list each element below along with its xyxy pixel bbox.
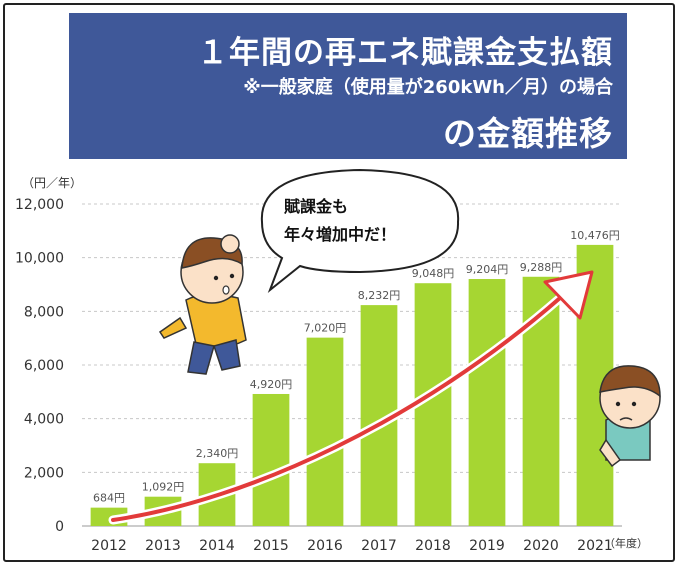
data-label-2013: 1,092円 (142, 481, 185, 494)
x-tick-label: 2017 (361, 538, 397, 554)
data-labels: 684円 1,092円 2,340円 4,920円 7,020円 8,232円 9,048円… (93, 229, 620, 505)
peeking-person-icon (599, 365, 661, 468)
title-line-3: の金額推移 (443, 114, 613, 153)
surprised-person-icon (158, 234, 247, 375)
bar-2015 (252, 393, 290, 526)
speech-bubble: 賦課金も 年々増加中だ！ (260, 168, 460, 294)
data-label-2012: 684円 (93, 492, 125, 505)
data-label-2015: 4,920円 (250, 378, 293, 391)
x-tick-label: 2014 (199, 538, 235, 554)
data-label-2016: 7,020円 (304, 322, 347, 335)
x-tick-label: 2018 (415, 538, 451, 554)
bar-2016 (306, 337, 344, 526)
y-tick-label: 8,000 (24, 304, 64, 320)
data-label-2021: 10,476円 (570, 229, 620, 242)
x-tick-label: 2021 (577, 538, 613, 554)
x-tick-label: 2019 (469, 538, 505, 554)
y-axis-unit-label: （円／年） (22, 176, 83, 190)
x-tick-label: 2016 (307, 538, 343, 554)
y-tick-label: 4,000 (24, 412, 64, 428)
bars (90, 244, 614, 527)
title-line-1: １年間の再エネ賦課金支払額 (197, 35, 613, 71)
speech-bubble-line-2: 年々増加中だ！ (284, 225, 396, 244)
y-tick-label: 12,000 (15, 197, 64, 213)
title-banner: １年間の再エネ賦課金支払額 ※一般家庭（使用量が260kWh／月）の場合 の金額… (69, 13, 627, 159)
title-line-2: ※一般家庭（使用量が260kWh／月）の場合 (243, 77, 613, 98)
data-label-2014: 2,340円 (196, 447, 239, 460)
speech-bubble-line-1: 賦課金も (283, 197, 348, 216)
data-label-2020: 9,288円 (520, 261, 563, 274)
x-axis-unit-label: （年度） (604, 537, 648, 550)
x-tick-label: 2020 (523, 538, 559, 554)
data-label-2018: 9,048円 (412, 267, 455, 280)
x-tick-label: 2015 (253, 538, 289, 554)
y-tick-label: 6,000 (24, 358, 64, 374)
data-label-2019: 9,204円 (466, 263, 509, 276)
y-tick-label: 2,000 (24, 465, 64, 481)
trend-arrow-icon (108, 270, 594, 525)
y-tick-label: 10,000 (15, 251, 64, 267)
y-tick-labels: 0 2,000 4,000 6,000 8,000 10,000 12,000 (15, 197, 64, 535)
bar-2019 (468, 279, 506, 526)
data-label-2017: 8,232円 (358, 289, 401, 302)
x-tick-label: 2013 (145, 538, 181, 554)
x-tick-labels: 2012 2013 2014 2015 2016 2017 2018 2019 2020 2021 (91, 538, 613, 554)
y-tick-label: 0 (55, 519, 64, 535)
x-tick-label: 2012 (91, 538, 127, 554)
